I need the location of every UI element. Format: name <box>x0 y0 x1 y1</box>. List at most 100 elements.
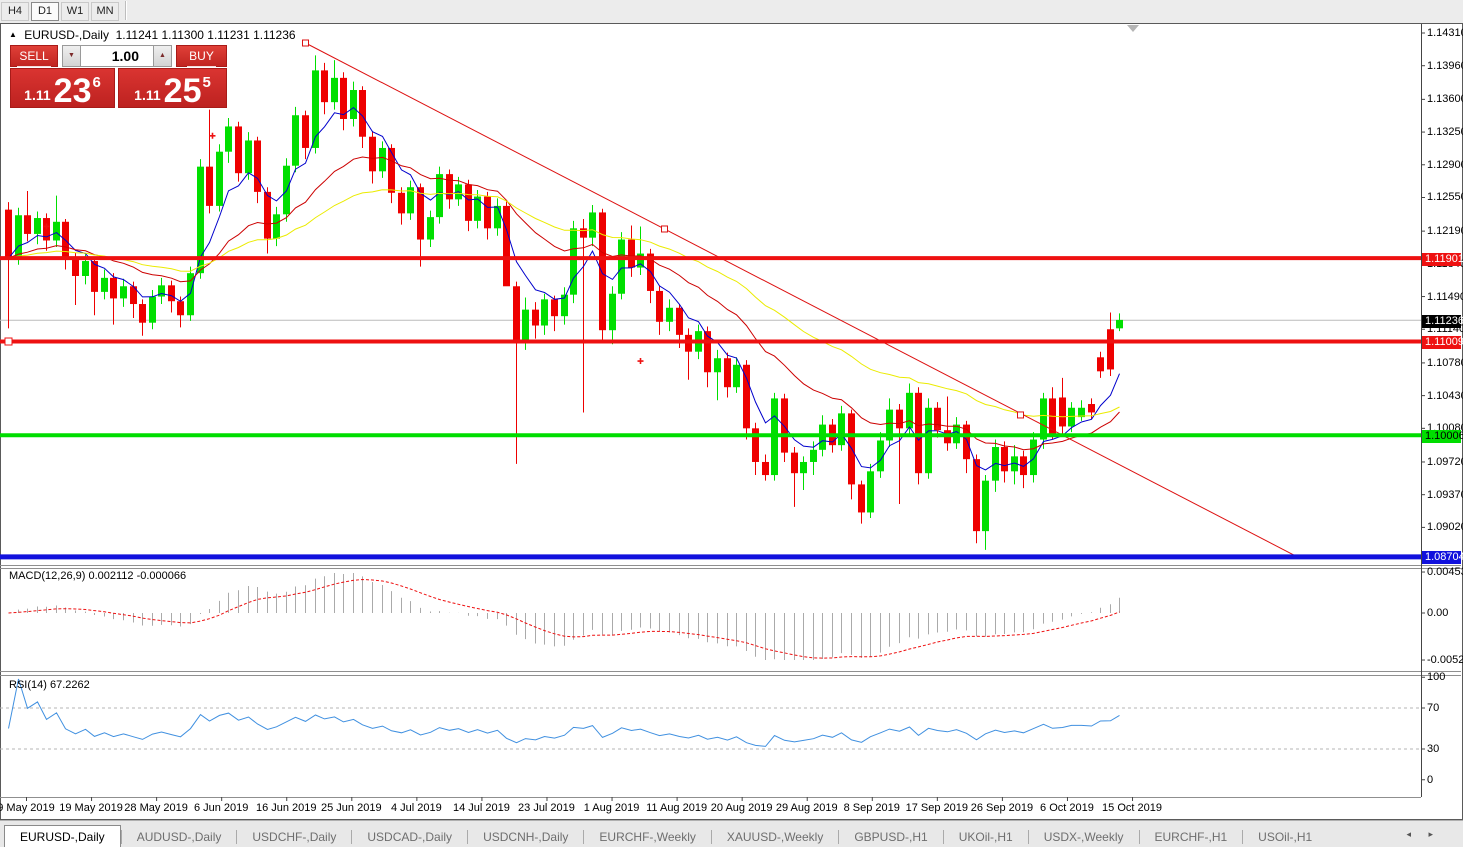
price-tick-label: 1.13600 <box>1427 93 1463 105</box>
volume-increase-button[interactable]: ▲ <box>153 45 172 67</box>
price-tick-label: 1.12550 <box>1427 191 1463 203</box>
price-tick-label: 1.10430 <box>1427 390 1463 402</box>
tabs-scroll-left-icon[interactable]: ◂ <box>1406 829 1411 839</box>
symbol-tabs: EURUSD-,Daily AUDUSD-,Daily USDCHF-,Daily U… <box>4 821 1327 847</box>
tab-audusd-daily[interactable]: AUDUSD-,Daily <box>136 830 222 844</box>
ma-20-line <box>8 156 1120 451</box>
tab-usoil-h1[interactable]: USOil-,H1 <box>1258 830 1313 844</box>
trade-markers <box>43 132 941 432</box>
tab-gbpusd-h1[interactable]: GBPUSD-,H1 <box>854 830 928 844</box>
date-label: 15 Oct 2019 <box>1102 802 1162 814</box>
chart-title: ▲ EURUSD-,Daily 1.11241 1.11300 1.11231 … <box>9 28 296 42</box>
price-tag: 1.08704 <box>1422 551 1463 564</box>
price-tick-label: 1.09020 <box>1427 521 1463 533</box>
date-label: 20 Aug 2019 <box>710 802 773 814</box>
buy-price-sup: 5 <box>202 74 211 91</box>
price-tag: 1.10006 <box>1422 430 1463 443</box>
buy-price-panel[interactable]: 1.11 25 5 <box>118 68 227 108</box>
tab-separator <box>1027 830 1029 844</box>
volume-input[interactable] <box>81 45 153 67</box>
tabs-scroll-right-icon[interactable]: ▸ <box>1428 829 1433 839</box>
volume-decrease-button[interactable]: ▼ <box>62 45 81 67</box>
tab-usdcad-daily[interactable]: USDCAD-,Daily <box>367 830 453 844</box>
tab-eurchf-weekly[interactable]: EURCHF-,Weekly <box>599 830 696 844</box>
rsi-levels <box>0 707 1421 750</box>
sell-price-panel[interactable]: 1.11 23 6 <box>10 68 115 108</box>
rsi-tick-label: 100 <box>1427 671 1446 683</box>
date-label: 23 Jul 2019 <box>518 802 575 814</box>
date-label: 17 Sep 2019 <box>905 802 969 814</box>
timeframe-button-h4[interactable]: H4 <box>1 2 29 21</box>
macd-histogram <box>18 572 1120 660</box>
tab-separator <box>583 830 585 844</box>
collapse-triangle-icon: ▲ <box>9 30 17 39</box>
date-label: 6 Oct 2019 <box>1040 802 1094 814</box>
price-tag: 1.11009 <box>1422 336 1463 349</box>
rsi-label: RSI(14) 67.2262 <box>9 679 90 691</box>
macd-tick-label: -0.005205 <box>1427 654 1463 666</box>
buy-price-main: 25 <box>163 72 202 111</box>
tab-eurusd-daily[interactable]: EURUSD-,Daily <box>4 825 121 847</box>
one-click-trade-widget: SELL ▼ ▲ BUY 1.11 23 6 1.11 25 5 <box>10 45 227 108</box>
timeframe-button-mn[interactable]: MN <box>91 2 119 21</box>
price-tick-label: 1.09720 <box>1427 456 1463 468</box>
timeframe-button-d1[interactable]: D1 <box>31 2 59 21</box>
date-label: 16 Jun 2019 <box>255 802 317 814</box>
sell-button[interactable]: SELL <box>10 45 58 67</box>
chart-frame <box>0 24 1461 798</box>
date-label: 8 Sep 2019 <box>843 802 900 814</box>
tab-separator <box>351 830 353 844</box>
rsi-tick-label: 70 <box>1427 702 1440 714</box>
tab-usdchf-daily[interactable]: USDCHF-,Daily <box>252 830 337 844</box>
rsi-line <box>8 678 1120 747</box>
date-label: 26 Sep 2019 <box>970 802 1034 814</box>
price-tick-label: 1.11490 <box>1427 291 1463 303</box>
up-arrow-icon: ▲ <box>159 52 166 59</box>
price-tick-label: 1.14310 <box>1427 27 1463 39</box>
ma-6-line <box>8 106 1120 471</box>
tab-separator <box>1242 830 1244 844</box>
date-label: 29 Aug 2019 <box>775 802 838 814</box>
price-tick-label: 1.12900 <box>1427 159 1463 171</box>
price-tick-label: 1.12190 <box>1427 225 1463 237</box>
date-label: 6 Jun 2019 <box>193 802 249 814</box>
macd-tick-label: 0.00 <box>1427 607 1449 619</box>
price-tick-label: 1.13250 <box>1427 126 1463 138</box>
down-arrow-icon: ▼ <box>68 52 75 59</box>
tab-separator <box>838 830 840 844</box>
date-label: 11 Aug 2019 <box>646 802 708 814</box>
tab-ukoil-h1[interactable]: UKOil-,H1 <box>958 830 1013 844</box>
candles-layer <box>5 55 1123 550</box>
tab-usdx-weekly[interactable]: USDX-,Weekly <box>1043 830 1124 844</box>
date-label: 19 May 2019 <box>59 802 123 814</box>
buy-price-prefix: 1.11 <box>134 87 161 103</box>
tab-separator <box>467 830 469 844</box>
tab-eurchf-h1[interactable]: EURCHF-,H1 <box>1154 830 1228 844</box>
macd-label: MACD(12,26,9) 0.002112 -0.000066 <box>9 570 187 582</box>
date-label: 14 Jul 2019 <box>452 802 510 814</box>
tab-separator <box>1138 830 1140 844</box>
chart-ohlc-quotes: 1.11241 1.11300 1.11231 1.11236 <box>115 28 296 42</box>
buy-button[interactable]: BUY <box>176 45 227 67</box>
tab-separator <box>710 830 712 844</box>
toolbar-separator <box>125 1 127 20</box>
sell-price-main: 23 <box>53 72 92 111</box>
timeframe-button-w1[interactable]: W1 <box>61 2 89 21</box>
price-tick-label: 1.13960 <box>1427 60 1463 72</box>
date-label: 1 Aug 2019 <box>583 802 640 814</box>
macd-tick-label: 0.004536 <box>1427 566 1463 578</box>
tab-usdcnh-daily[interactable]: USDCNH-,Daily <box>483 830 569 844</box>
tab-separator <box>942 830 944 844</box>
price-tick-label: 1.10780 <box>1427 357 1463 369</box>
price-tag: 1.11236 <box>1422 315 1463 328</box>
date-label: 28 May 2019 <box>124 802 188 814</box>
sell-price-prefix: 1.11 <box>24 87 51 103</box>
horizontal-levels <box>0 256 1421 560</box>
tab-xauusd-weekly[interactable]: XAUUSD-,Weekly <box>726 830 824 844</box>
tab-separator <box>236 830 238 844</box>
chart-symbol-label: EURUSD-,Daily <box>24 28 109 42</box>
scroll-to-end-icon[interactable] <box>1127 25 1139 32</box>
timeframe-toolbar: H4 D1 W1 MN <box>0 0 1463 23</box>
